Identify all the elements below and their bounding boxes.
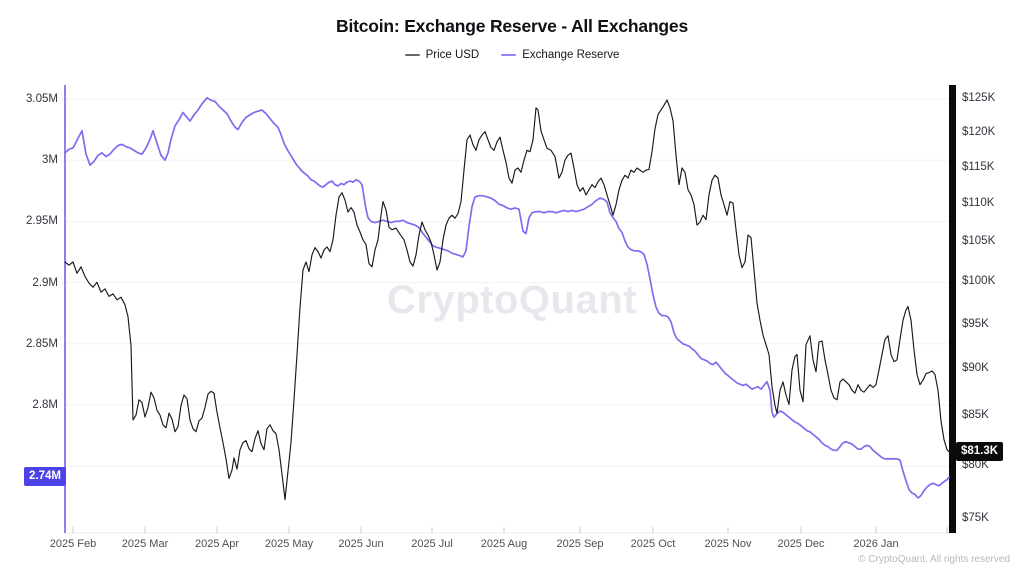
right-axis-tick-label: $80K: [962, 459, 989, 471]
right-axis-tick-label: $95K: [962, 318, 989, 330]
left-axis-tick-label: 3.05M: [26, 93, 58, 105]
x-axis-tick-label: 2026 Jan: [853, 538, 899, 550]
right-axis-tick-label: $105K: [962, 235, 996, 247]
legend-label-exchange-reserve: Exchange Reserve: [522, 49, 620, 61]
left-axis-tick-label: 2.95M: [26, 215, 58, 227]
right-axis-tick-label: $90K: [962, 362, 989, 374]
exchange-reserve-dash-icon: [501, 53, 517, 57]
x-axis-tick-label: 2025 Oct: [630, 538, 676, 550]
left-axis-tick-label: 2.9M: [32, 277, 58, 289]
reserve-current-value-badge: 2.74M: [24, 467, 66, 486]
left-axis-tick-label: 2.85M: [26, 338, 58, 350]
x-axis-tick-label: 2025 Mar: [121, 538, 169, 550]
legend: Price USD Exchange Reserve: [0, 49, 1024, 61]
x-axis-tick-label: 2025 Nov: [704, 538, 752, 550]
right-axis-tick-label: $100K: [962, 275, 996, 287]
legend-item-price-usd[interactable]: Price USD: [404, 49, 480, 61]
x-axis-tick-label: 2025 May: [264, 538, 314, 550]
chart-title: Bitcoin: Exchange Reserve - All Exchange…: [336, 16, 688, 36]
right-axis-tick-label: $85K: [962, 409, 989, 421]
right-axis-tick-label: $75K: [962, 512, 989, 524]
legend-item-exchange-reserve[interactable]: Exchange Reserve: [501, 49, 619, 61]
price-usd-dash-icon: [404, 53, 420, 57]
copyright-footer: © CryptoQuant. All rights reserved: [858, 554, 1010, 565]
x-axis-tick-label: 2025 Dec: [777, 538, 825, 550]
x-axis-tick-label: 2025 Jul: [411, 538, 453, 550]
right-axis-tick-label: $115K: [962, 161, 995, 173]
x-axis-tick-label: 2025 Aug: [480, 538, 528, 550]
left-axis-tick-label: 2.8M: [32, 399, 58, 411]
cryptoquant-watermark: CryptoQuant: [387, 278, 637, 322]
right-axis-tick-label: $110K: [962, 197, 995, 209]
right-axis-tick-label: $125K: [962, 92, 996, 104]
right-axis-tick-label: $120K: [962, 126, 996, 138]
x-axis-tick-label: 2025 Sep: [556, 538, 604, 550]
x-axis-tick-label: 2025 Jun: [338, 538, 384, 550]
x-axis-tick-label: 2025 Feb: [49, 538, 97, 550]
price-current-value-badge: $81.3K: [956, 442, 1004, 461]
left-axis-tick-label: 3M: [42, 154, 58, 166]
legend-label-price-usd: Price USD: [425, 49, 480, 61]
x-axis-tick-label: 2025 Apr: [194, 538, 240, 550]
